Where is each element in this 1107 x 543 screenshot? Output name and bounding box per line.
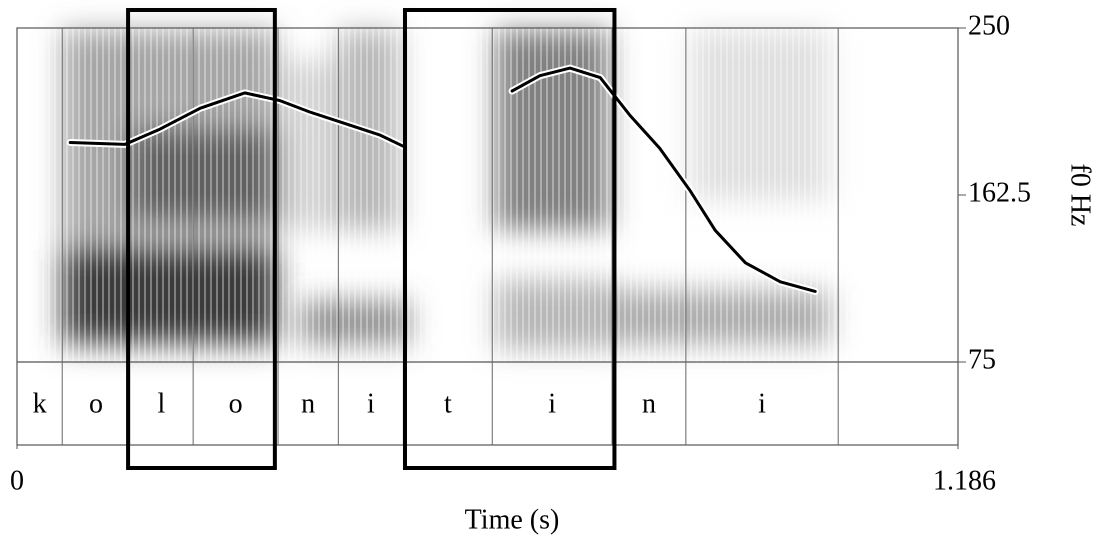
y-axis-label: f0 Hz [1065, 164, 1096, 227]
segment-label: n [301, 388, 315, 419]
segment-label: t [444, 388, 452, 419]
segment-label: l [158, 388, 166, 419]
segment-label: n [642, 388, 656, 419]
spectrogram-texture [17, 28, 958, 362]
segment-label: o [89, 388, 103, 419]
segment-label: o [229, 388, 243, 419]
y-tick-label: 162.5 [968, 177, 1031, 208]
highlight-box [402, 8, 617, 470]
segment-label: i [758, 388, 766, 419]
y-tick-label: 75 [968, 344, 996, 375]
segment-label: k [33, 388, 47, 419]
plot-frame [16, 27, 959, 446]
f0-line [68, 66, 817, 293]
y-tick-label: 250 [968, 10, 1010, 41]
segment-label: i [548, 388, 556, 419]
segment-label: i [367, 388, 375, 419]
highlight-box [126, 8, 277, 470]
x-tick-label: 1.186 [933, 465, 996, 496]
x-tick-label: 0 [10, 465, 24, 496]
x-axis-label: Time (s) [465, 504, 560, 535]
